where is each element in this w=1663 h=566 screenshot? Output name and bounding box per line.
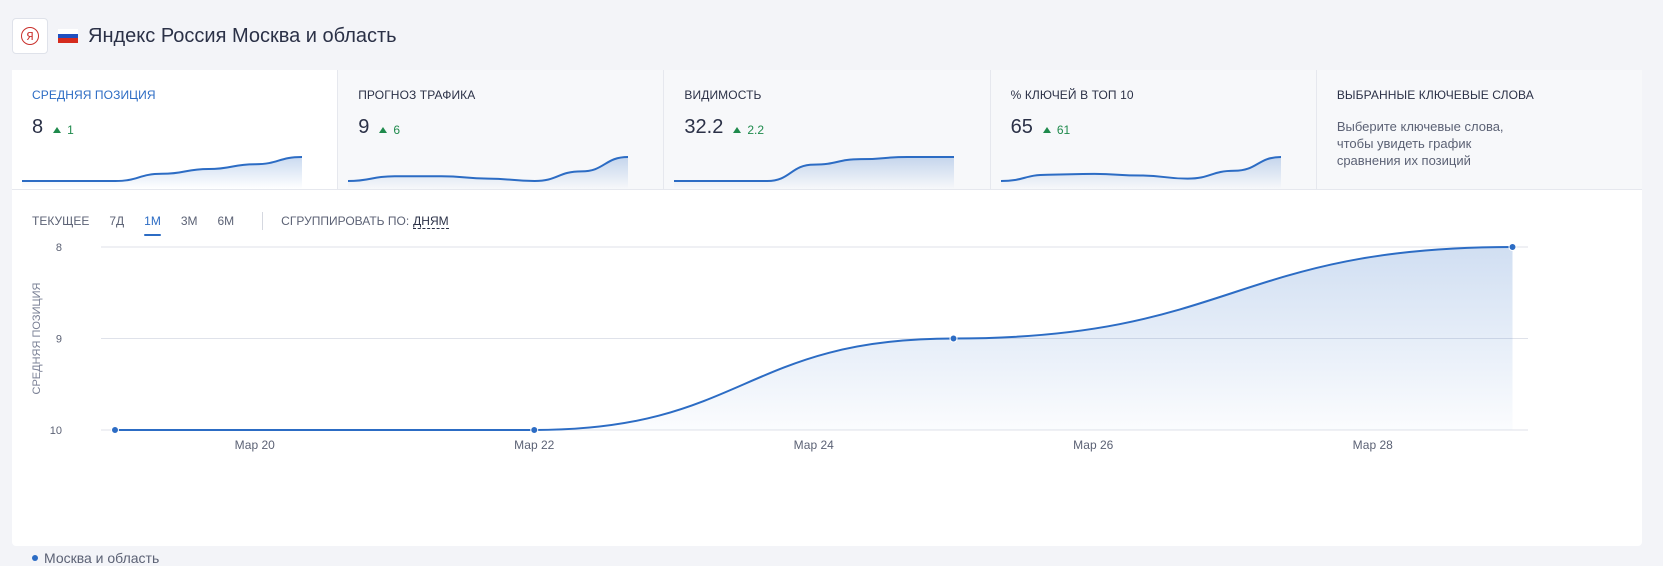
arrow-up-icon (1042, 127, 1051, 133)
legend-dot (32, 555, 38, 561)
y-axis-title: СРЕДНЯЯ ПОЗИЦИЯ (31, 282, 43, 394)
period-7d[interactable]: 7Д (109, 214, 125, 228)
delta-value: 61 (1056, 123, 1071, 137)
data-point[interactable] (1508, 243, 1517, 251)
delta-value: 6 (393, 123, 401, 137)
series-area (115, 247, 1513, 430)
x-tick-label: Мар 26 (1073, 438, 1113, 452)
delta-value: 2.2 (747, 123, 765, 137)
region-title: Яндекс Россия Москва и область (88, 24, 397, 47)
x-tick-label: Мар 22 (514, 438, 554, 452)
metric-label: СРЕДНЯЯ ПОЗИЦИЯ (32, 88, 156, 102)
metric-value: 32.2 (684, 116, 724, 138)
metric-delta: 61 (1042, 123, 1071, 137)
metric-value: 9 (358, 116, 370, 138)
position-chart: СРЕДНЯЯ ПОЗИЦИЯ 8 9 10 Мар 20 Мар 22 Мар 24 Мар… (31, 242, 1528, 452)
series-line (115, 246, 1513, 431)
sparkline-line (348, 156, 629, 183)
metric-delta: 1 (53, 123, 74, 137)
metric-tab-top10-keys[interactable]: % КЛЮЧЕЙ В ТОП 10 65 61 (989, 70, 1316, 189)
sparkline-line (674, 156, 955, 182)
metric-tab-traffic-forecast[interactable]: ПРОГНОЗ ТРАФИКА 9 6 (337, 70, 664, 189)
sparkline-area (348, 157, 629, 189)
arrow-up-icon (733, 127, 742, 133)
metric-value: 8 (32, 116, 44, 138)
position-panel: СРЕДНЯЯ ПОЗИЦИЯ 8 1 ПРОГНОЗ ТРАФИКА 9 6 … (12, 70, 1643, 566)
metric-tabs: СРЕДНЯЯ ПОЗИЦИЯ 8 1 ПРОГНОЗ ТРАФИКА 9 6 … (12, 70, 1643, 190)
chart-toolbar: ТЕКУЩЕЕ 7Д 1М 3М 6М СГРУППИРОВАТЬ ПО: ДН… (32, 210, 449, 236)
region-header: Я Яндекс Россия Москва и область (12, 18, 397, 54)
x-tick-label: Мар 24 (794, 438, 834, 452)
metric-tab-selected-keywords[interactable]: ВЫБРАННЫЕ КЛЮЧЕВЫЕ СЛОВА Выберите ключев… (1315, 70, 1643, 189)
data-point[interactable] (530, 426, 539, 434)
selected-keywords-hint: Выберите ключевые слова, чтобы увидеть г… (1336, 119, 1504, 168)
sparkline-line (1000, 156, 1281, 182)
delta-value: 1 (67, 123, 74, 137)
search-engine-button[interactable]: Я (12, 18, 48, 54)
metric-label: % КЛЮЧЕЙ В ТОП 10 (1010, 88, 1134, 102)
sparkline-line (22, 156, 303, 182)
metric-tab-avg-position[interactable]: СРЕДНЯЯ ПОЗИЦИЯ 8 1 (12, 70, 338, 189)
y-tick-label: 9 (56, 334, 62, 346)
sparkline (1000, 156, 1281, 189)
period-3m[interactable]: 3М (180, 214, 198, 228)
period-current[interactable]: ТЕКУЩЕЕ (32, 214, 90, 228)
metric-delta: 6 (379, 123, 400, 137)
arrow-up-icon (53, 127, 62, 133)
data-point[interactable] (949, 334, 958, 343)
sparkline-area (1000, 157, 1281, 189)
period-6m[interactable]: 6М (217, 214, 235, 228)
chart-legend: Москва и область (32, 550, 159, 566)
arrow-up-icon (379, 127, 388, 133)
data-point[interactable] (111, 426, 119, 434)
sparkline (22, 156, 303, 189)
metric-label: ВЫБРАННЫЕ КЛЮЧЕВЫЕ СЛОВА (1336, 88, 1534, 102)
sparkline-area (674, 157, 955, 189)
yandex-icon: Я (21, 27, 39, 45)
group-by-dropdown[interactable]: ДНЯМ (413, 213, 449, 229)
russia-flag-icon (58, 29, 78, 44)
sparkline (348, 156, 629, 189)
legend-label[interactable]: Москва и область (44, 550, 160, 566)
metric-tab-visibility[interactable]: ВИДИМОСТЬ 32.2 2.2 (663, 70, 990, 189)
group-by-label: СГРУППИРОВАТЬ ПО: (281, 214, 410, 228)
metric-label: ВИДИМОСТЬ (684, 88, 762, 102)
sparkline (674, 156, 955, 189)
x-tick-label: Мар 20 (235, 438, 275, 452)
y-tick-label: 8 (56, 242, 62, 254)
x-tick-label: Мар 28 (1353, 438, 1393, 452)
y-tick-label: 10 (50, 425, 62, 437)
metric-delta: 2.2 (733, 123, 764, 137)
period-1m[interactable]: 1М (144, 214, 161, 236)
metric-label: ПРОГНОЗ ТРАФИКА (358, 88, 476, 102)
toolbar-divider (262, 212, 264, 230)
metric-value: 65 (1010, 116, 1033, 138)
